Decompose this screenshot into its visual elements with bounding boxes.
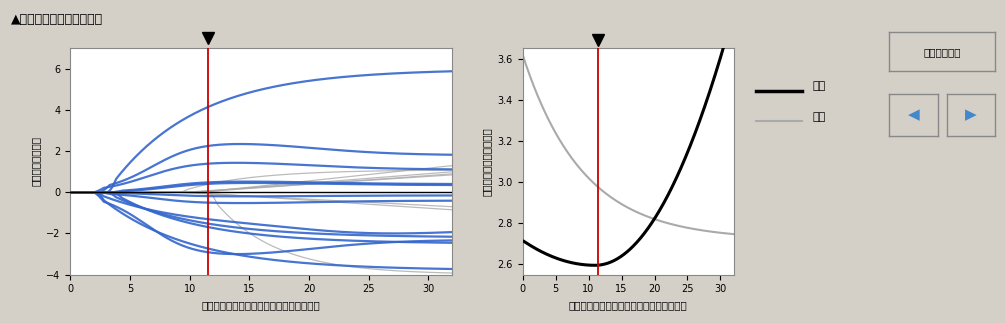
検証 [728,12,740,16]
学習 [728,232,740,236]
検証 [650,214,662,218]
Y-axis label: パラメータ推定値: パラメータ推定値 [31,137,40,186]
検証 [542,253,554,257]
学習 [585,179,597,183]
Y-axis label: 尺度化した負の対数層度: 尺度化した負の対数層度 [482,127,491,196]
Line: 検証: 検証 [523,14,734,265]
検証 [589,263,601,267]
検証 [670,176,682,180]
学習 [517,53,529,57]
検証 [669,178,681,182]
Text: 検証: 検証 [812,81,825,91]
X-axis label: 尺度化したパラメータ推定値の絶対値の和: 尺度化したパラメータ推定値の絶対値の和 [202,300,321,310]
検証 [601,262,613,266]
学習 [669,223,681,227]
Text: ▲パラメータ推定値の経路: ▲パラメータ推定値の経路 [11,13,104,26]
Text: ◀: ◀ [908,107,920,122]
学習 [600,192,612,196]
X-axis label: 尺度化したパラメータ推定値の絶対値の和: 尺度化したパラメータ推定値の絶対値の和 [569,300,687,310]
Text: 解を元に戻す: 解を元に戻す [924,47,961,57]
検証 [517,239,529,243]
学習 [542,117,554,120]
Text: 学習: 学習 [812,112,825,122]
学習 [670,223,682,227]
Text: ▶: ▶ [965,107,977,122]
検証 [585,263,597,267]
Line: 学習: 学習 [523,55,734,234]
学習 [649,217,661,221]
